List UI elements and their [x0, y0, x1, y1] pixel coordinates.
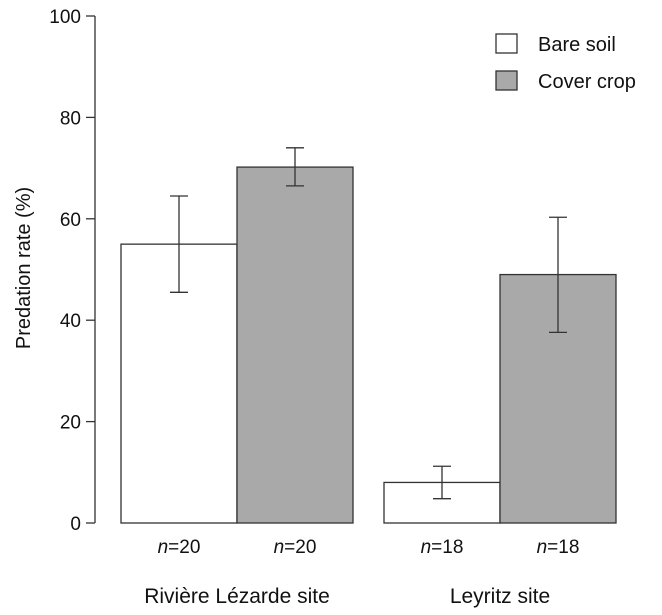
bar — [236, 166, 354, 524]
y-tick-label: 20 — [60, 413, 81, 434]
category-labels: n=20 n=20 Rivière Lézarde site n=18 n=18 Leyr… — [144, 537, 579, 608]
y-axis: 0 20 40 60 80 100 — [49, 7, 96, 535]
legend-label: Bare soil — [538, 34, 616, 56]
y-tick-label: 80 — [60, 108, 81, 129]
y-tick-label: 0 — [70, 514, 81, 535]
sample-size-label: n=18 — [537, 537, 580, 558]
y-tick-label: 60 — [60, 210, 81, 231]
y-tick-label: 100 — [49, 7, 81, 28]
sample-size-label: n=20 — [274, 537, 317, 558]
sample-size-label: n=20 — [158, 537, 201, 558]
legend-swatch — [495, 70, 518, 91]
bar — [499, 273, 617, 524]
bar — [383, 481, 501, 524]
category-label: Rivière Lézarde site — [144, 585, 330, 608]
sample-size-label: n=18 — [421, 537, 464, 558]
legend-label: Cover crop — [538, 71, 636, 93]
legend-swatch — [495, 33, 518, 54]
y-axis-title: Predation rate (%) — [13, 187, 35, 349]
y-tick-label: 40 — [60, 311, 81, 332]
bars — [120, 147, 617, 524]
legend: Bare soil Cover crop — [495, 33, 636, 93]
category-label: Leyritz site — [450, 585, 550, 608]
